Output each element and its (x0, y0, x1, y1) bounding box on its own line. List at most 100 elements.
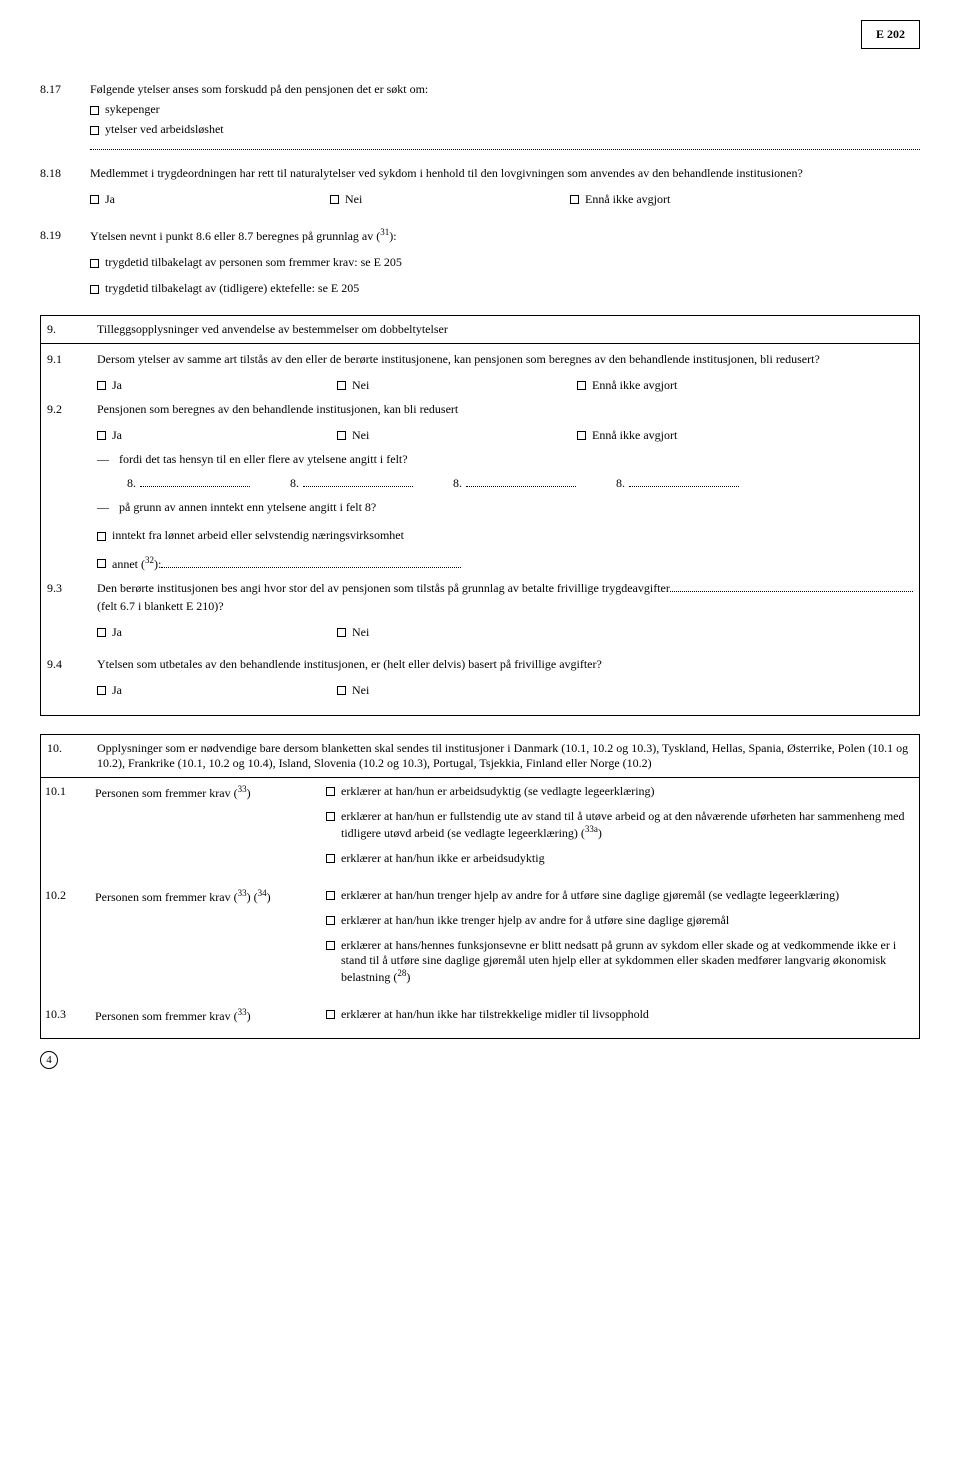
checkbox-nei[interactable] (337, 431, 346, 440)
item-number: 10.1 (41, 778, 91, 882)
section-title: Tilleggsopplysninger ved anvendelse av b… (97, 322, 913, 337)
dotted-input[interactable] (303, 486, 413, 487)
checkbox-nei[interactable] (337, 686, 346, 695)
dash-item: fordi det tas hensyn til en eller flere … (97, 450, 913, 468)
item-number: 8.17 (40, 80, 90, 158)
option-label: Ja (105, 190, 115, 208)
option-label: Ja (112, 623, 122, 641)
declaration-text: erklærer at han/hun ikke trenger hjelp a… (341, 913, 729, 928)
section-number: 10. (47, 741, 97, 771)
declaration-text: erklærer at han/hun ikke har tilstrekkel… (341, 1007, 649, 1022)
checkbox-annet[interactable] (97, 559, 106, 568)
dash-item: på grunn av annen inntekt enn ytelsene a… (97, 498, 913, 516)
checkbox-trygdetid-person[interactable] (90, 259, 99, 268)
checkbox-ja[interactable] (97, 431, 106, 440)
section-8-17: 8.17 Følgende ytelser anses som forskudd… (40, 80, 920, 158)
item-label: Personen som fremmer krav (33) (91, 778, 316, 882)
field-label: 8. (290, 474, 299, 492)
option-label: annet (32): (112, 554, 161, 573)
checkbox-nei[interactable] (330, 195, 339, 204)
option-label: Ennå ikke avgjort (585, 190, 670, 208)
form-code: E 202 (861, 20, 920, 49)
declaration-text: erklærer at han/hun trenger hjelp av and… (341, 888, 839, 903)
item-label: Personen som fremmer krav (33) (34) (91, 882, 316, 1001)
option-label: Nei (345, 190, 362, 208)
section-9-2: 9.2 Pensjonen som beregnes av den behand… (47, 400, 913, 573)
section-9-3: 9.3 Den berørte institusjonen bes angi h… (47, 579, 913, 641)
declaration-text: erklærer at han/hun er fullstendig ute a… (341, 809, 915, 841)
section-10-box: 10. Opplysninger som er nødvendige bare … (40, 734, 920, 1039)
declaration-text: erklærer at han/hun er arbeidsudyktig (s… (341, 784, 655, 799)
declaration-text: erklærer at han/hun ikke er arbeidsudykt… (341, 851, 545, 866)
field-label: 8. (127, 474, 136, 492)
item-text-suffix: ): (389, 229, 396, 243)
section-9-box: 9. Tilleggsopplysninger ved anvendelse a… (40, 315, 920, 716)
checkbox-nei[interactable] (337, 381, 346, 390)
option-label: Ennå ikke avgjort (592, 426, 677, 444)
item-number: 8.18 (40, 164, 90, 208)
checkbox-trygdetid-ektefelle[interactable] (90, 285, 99, 294)
declaration-text: erklærer at hans/hennes funksjonsevne er… (341, 938, 915, 985)
section-title: Opplysninger som er nødvendige bare ders… (97, 741, 913, 771)
checkbox-decl-7[interactable] (326, 1010, 335, 1019)
option-label: Nei (352, 426, 369, 444)
item-number: 8.19 (40, 226, 90, 297)
section-number: 9. (47, 322, 97, 337)
checkbox-decl-5[interactable] (326, 916, 335, 925)
dotted-input[interactable] (629, 486, 739, 487)
checkbox-decl-1[interactable] (326, 787, 335, 796)
checkbox-decl-4[interactable] (326, 891, 335, 900)
checkbox-decl-2[interactable] (326, 812, 335, 821)
item-text: Dersom ytelser av samme art tilstås av d… (97, 350, 913, 368)
option-label: inntekt fra lønnet arbeid eller selvsten… (112, 528, 404, 542)
section-8-19: 8.19 Ytelsen nevnt i punkt 8.6 eller 8.7… (40, 226, 920, 297)
option-label: Ja (112, 376, 122, 394)
item-text: Følgende ytelser anses som forskudd på d… (90, 80, 920, 98)
item-number: 9.3 (47, 579, 97, 641)
page-number: 4 (40, 1051, 58, 1069)
item-text: Den berørte institusjonen bes angi hvor … (97, 579, 670, 597)
item-text: Pensjonen som beregnes av den behandlend… (97, 400, 913, 418)
option-label: ytelser ved arbeidsløshet (105, 122, 224, 136)
option-label: Ja (112, 426, 122, 444)
checkbox-ja[interactable] (97, 628, 106, 637)
dotted-input[interactable] (466, 486, 576, 487)
item-number: 9.2 (47, 400, 97, 573)
dotted-input[interactable] (161, 567, 461, 568)
item-number: 10.3 (41, 1001, 91, 1038)
checkbox-ja[interactable] (97, 686, 106, 695)
checkbox-decl-3[interactable] (326, 854, 335, 863)
checkbox-enna[interactable] (577, 431, 586, 440)
dotted-line (90, 140, 920, 150)
section-9-4: 9.4 Ytelsen som utbetales av den behandl… (47, 655, 913, 699)
item-label: Personen som fremmer krav (33) (91, 1001, 316, 1038)
checkbox-sykepenger[interactable] (90, 106, 99, 115)
item-text: Medlemmet i trygdeordningen har rett til… (90, 164, 920, 182)
option-label: trygdetid tilbakelagt av (tidligere) ekt… (105, 281, 359, 295)
dotted-input[interactable] (140, 486, 250, 487)
checkbox-ja[interactable] (97, 381, 106, 390)
item-number: 10.2 (41, 882, 91, 1001)
section-9-1: 9.1 Dersom ytelser av samme art tilstås … (47, 350, 913, 394)
field-label: 8. (453, 474, 462, 492)
checkbox-decl-6[interactable] (326, 941, 335, 950)
checkbox-enna[interactable] (577, 381, 586, 390)
checkbox-enna[interactable] (570, 195, 579, 204)
option-label: Nei (352, 623, 369, 641)
option-label: trygdetid tilbakelagt av personen som fr… (105, 255, 402, 269)
checkbox-arbeidsloshet[interactable] (90, 126, 99, 135)
option-label: Ennå ikke avgjort (592, 376, 677, 394)
checkbox-ja[interactable] (90, 195, 99, 204)
item-number: 9.1 (47, 350, 97, 394)
option-label: Nei (352, 376, 369, 394)
section-8-18: 8.18 Medlemmet i trygdeordningen har ret… (40, 164, 920, 208)
item-text-line2: (felt 6.7 i blankett E 210)? (97, 597, 913, 615)
item-number: 9.4 (47, 655, 97, 699)
checkbox-inntekt-arbeid[interactable] (97, 532, 106, 541)
option-label: sykepenger (105, 102, 160, 116)
option-label: Nei (352, 681, 369, 699)
item-text: Ytelsen som utbetales av den behandlende… (97, 655, 913, 673)
dotted-input[interactable] (670, 591, 913, 592)
field-label: 8. (616, 474, 625, 492)
checkbox-nei[interactable] (337, 628, 346, 637)
